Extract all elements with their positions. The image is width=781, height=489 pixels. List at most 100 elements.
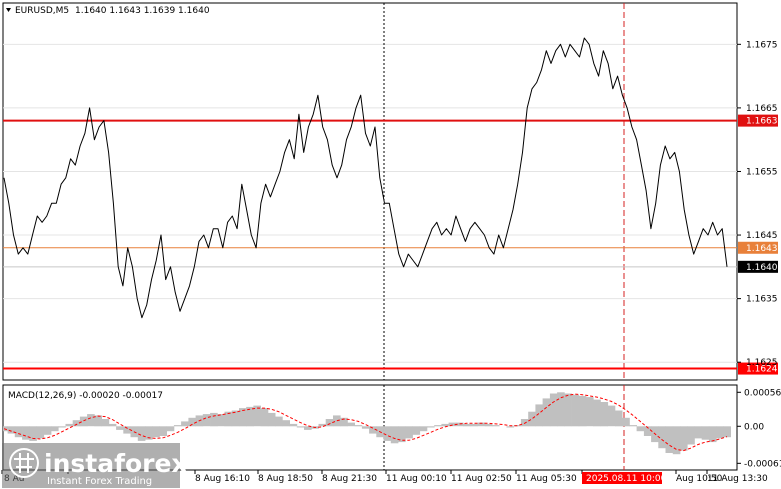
macd-histogram-bar: [166, 426, 175, 432]
macd-histogram-bar: [455, 422, 464, 427]
macd-histogram-bar: [333, 415, 341, 427]
macd-histogram-bar: [441, 423, 449, 427]
macd-histogram-bar: [210, 412, 218, 427]
price-level-tag: [738, 241, 778, 254]
macd-histogram-bar: [636, 426, 645, 432]
time-tick-label: 11 Aug 13:30: [707, 474, 768, 484]
macd-histogram-bar: [643, 426, 652, 436]
macd-histogram-bar: [202, 414, 211, 427]
macd-histogram-bar: [43, 426, 52, 435]
macd-histogram-bar: [434, 425, 442, 427]
time-tick-label: 8 Aug 21:30: [322, 474, 377, 484]
macd-histogram-bar: [600, 402, 609, 427]
macd-histogram-bar: [542, 398, 551, 427]
price-series-line: [3, 37, 728, 319]
macd-histogram-bar: [36, 426, 45, 439]
price-tick-label: 1.1645: [746, 231, 778, 241]
macd-histogram-bar: [217, 414, 225, 427]
macd-histogram-bar: [614, 410, 623, 427]
macd-histogram-bar: [520, 419, 529, 427]
macd-histogram-bar: [318, 423, 327, 427]
macd-histogram-bar: [484, 423, 493, 427]
macd-histogram-bar: [159, 426, 167, 436]
macd-histogram-bar: [224, 411, 233, 427]
macd-histogram-bar: [658, 426, 666, 449]
macd-histogram-bar: [549, 393, 558, 427]
macd-histogram-bar: [65, 423, 74, 427]
macd-histogram-bar: [296, 426, 305, 428]
watermark-logo: instaforex Instant Forex Trading: [2, 443, 188, 488]
macd-histogram-bar: [571, 394, 580, 427]
macd-histogram-bar: [708, 426, 717, 443]
macd-histogram-bar: [398, 426, 406, 443]
current-price-tag: [738, 260, 778, 273]
macd-histogram-bar: [289, 423, 298, 427]
macd-histogram-bar: [564, 393, 572, 427]
macd-histogram-bar: [275, 416, 283, 427]
tagline-text: Instant Forex Trading: [47, 476, 152, 487]
macd-histogram-bar: [492, 425, 500, 427]
macd-histogram-bar: [477, 422, 486, 427]
instaforex-logo-icon: [9, 448, 39, 478]
price-tick-label: 1.1625: [746, 358, 778, 368]
time-tick-label: 8 Aug 16:10: [195, 474, 250, 484]
macd-histogram-bar: [79, 416, 88, 427]
macd-histogram-bar: [253, 405, 261, 427]
macd-histogram-bar: [578, 395, 587, 427]
macd-histogram-bar: [427, 426, 435, 428]
time-marker-tag-label: 2025.08.11 10:00: [586, 474, 667, 484]
macd-histogram-bar: [267, 412, 276, 427]
macd-histogram-bar: [593, 399, 601, 427]
symbol-label: EURUSD,M5: [15, 6, 69, 16]
macd-histogram-bar: [72, 420, 81, 427]
macd-title: MACD(12,26,9) -0.00020 -0.00017: [8, 391, 163, 401]
macd-histogram-bar: [145, 426, 153, 440]
time-tick-label: Aug 10:50: [676, 474, 723, 484]
macd-histogram-bar: [390, 426, 399, 444]
macd-histogram-bar: [22, 426, 30, 440]
macd-tick-label: 0.00: [744, 422, 764, 432]
price-tick-label: 1.1675: [746, 40, 778, 50]
macd-histogram-bar: [354, 425, 363, 427]
macd-plot-area: [3, 385, 731, 470]
macd-histogram-bar: [188, 417, 196, 427]
macd-signal-line: [3, 393, 728, 452]
macd-histogram-bar: [470, 423, 478, 427]
price-tick-label: 1.1635: [746, 295, 778, 305]
macd-histogram-bar: [347, 422, 355, 427]
macd-histogram-bar: [622, 417, 630, 427]
macd-histogram-bar: [448, 422, 457, 427]
macd-histogram-bar: [687, 426, 695, 445]
price-level-tag-label: 1.1643: [746, 244, 778, 254]
macd-histogram-bar: [51, 426, 59, 432]
macd-histogram-bar: [629, 425, 637, 427]
brand-text: instaforex: [44, 449, 188, 478]
macd-histogram-bar: [680, 426, 688, 451]
macd-histogram-bar: [101, 419, 110, 427]
macd-histogram-bar: [123, 426, 131, 434]
macd-histogram-bar: [108, 423, 117, 427]
price-tick-label: 1.1665: [746, 104, 778, 114]
macd-histogram-bar: [304, 426, 312, 430]
macd-histogram-bar: [173, 425, 182, 427]
current-price-tag-label: 1.1640: [746, 263, 778, 273]
time-marker-tag: [582, 472, 662, 484]
macd-histogram-bar: [94, 415, 102, 427]
macd-histogram-bar: [282, 420, 290, 427]
macd-histogram-bar: [231, 410, 240, 427]
macd-tick-label: 0.00056: [744, 388, 781, 398]
macd-histogram-bar: [369, 426, 377, 434]
collapse-triangle-icon[interactable]: [6, 8, 11, 12]
price-level-tag-label: 1.1663: [746, 117, 778, 127]
time-tick-label: 11 Aug 05:30: [516, 474, 577, 484]
macd-histogram-bar: [87, 414, 95, 427]
macd-histogram-bar: [152, 426, 160, 438]
macd-histogram-bar: [535, 404, 543, 427]
macd-histogram-bar: [58, 426, 66, 428]
macd-histogram-bar: [405, 426, 413, 439]
price-axis-tags: 1.1663 1.1643 1.1624 1.1640: [738, 114, 778, 375]
macd-axis: 0.00056 0.00 -0.00061: [737, 388, 781, 469]
macd-histogram-bar: [7, 426, 16, 434]
price-level-tag: [738, 114, 778, 127]
